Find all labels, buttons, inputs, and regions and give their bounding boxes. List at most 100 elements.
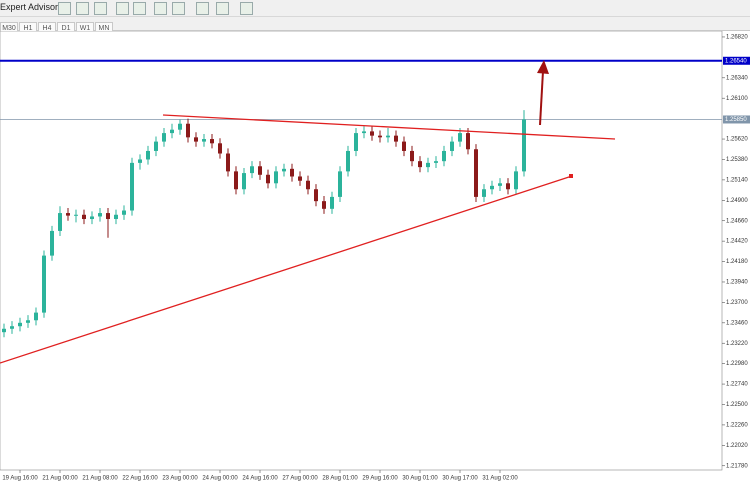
candle-body: [274, 171, 278, 184]
chart: 1.21780 1.22020 1.22260 1.22500 1.22740 1.229…: [0, 31, 750, 482]
candle-body: [138, 159, 142, 163]
template-icon[interactable]: [240, 2, 253, 15]
y-tick-label: 1.22740: [726, 382, 748, 388]
timeframe-bar: M30 H1 H4 D1 W1 MN: [0, 17, 750, 35]
x-tick-label: 31 Aug 02:00: [482, 476, 518, 482]
x-tick-label: 27 Aug 00:00: [282, 476, 318, 482]
y-tick-label: 1.23700: [726, 300, 748, 306]
candle-body: [266, 174, 270, 184]
candle-body: [26, 320, 30, 323]
candle-body: [90, 216, 94, 220]
candle-body: [466, 133, 470, 150]
candle-body: [410, 150, 414, 162]
y-tick-label: 1.23460: [726, 320, 748, 326]
y-tick-label: 1.24180: [726, 259, 748, 265]
tool-icon[interactable]: [94, 2, 107, 15]
candle-body: [250, 166, 254, 174]
candle-body: [394, 135, 398, 142]
y-tick-label: 1.24900: [726, 198, 748, 204]
resistance-trendline: [162, 114, 616, 140]
candle-body: [498, 183, 502, 186]
tool-icon[interactable]: [172, 2, 185, 15]
period-icon[interactable]: [216, 2, 229, 15]
candle-body: [322, 201, 326, 209]
zoom-in-icon[interactable]: [116, 2, 129, 15]
candle-body: [386, 135, 390, 138]
candle-body: [354, 133, 358, 151]
candle-body: [330, 196, 334, 209]
y-tick-label: 1.25380: [726, 157, 748, 163]
candle-body: [202, 139, 206, 142]
y-tick-label: 1.23940: [726, 280, 748, 286]
tool-icon[interactable]: [154, 2, 167, 15]
candle-body: [290, 168, 294, 177]
tool-icon[interactable]: [58, 2, 71, 15]
candle-body: [82, 214, 86, 220]
candle-body: [194, 137, 198, 142]
y-tick-label: 1.22500: [726, 402, 748, 408]
x-tick-label: 30 Aug 17:00: [442, 476, 478, 482]
candle-body: [18, 322, 22, 327]
candle-body: [10, 326, 14, 329]
candle-body: [314, 189, 318, 202]
tool-icon[interactable]: [76, 2, 89, 15]
indicator-icon[interactable]: [196, 2, 209, 15]
candle-body: [162, 133, 166, 142]
candle-body: [450, 141, 454, 151]
y-tick-label: 1.25620: [726, 137, 748, 143]
candle-body: [298, 176, 302, 181]
arrow: [539, 70, 544, 126]
price-label: 1.25850: [725, 117, 747, 123]
x-tick-label: 24 Aug 16:00: [242, 476, 278, 482]
x-tick-label: 28 Aug 01:00: [322, 476, 358, 482]
candle-body: [234, 171, 238, 190]
candle-body: [186, 123, 190, 138]
candle-body: [490, 185, 494, 190]
candle-body: [122, 210, 126, 215]
price-label-box: [723, 115, 750, 124]
candle-body: [50, 230, 54, 256]
candle-body: [178, 123, 182, 130]
x-tick-label: 30 Aug 01:00: [402, 476, 438, 482]
candle-body: [114, 214, 118, 220]
candle-body: [34, 312, 38, 321]
y-tick-label: 1.24420: [726, 239, 748, 245]
price-label: 1.26540: [725, 58, 747, 64]
x-tick-label: 22 Aug 16:00: [122, 476, 158, 482]
candle-body: [506, 183, 510, 190]
candle-body: [418, 161, 422, 168]
zoom-out-icon[interactable]: [133, 2, 146, 15]
y-tick-label: 1.22980: [726, 361, 748, 367]
candle-body: [378, 135, 382, 138]
expert-advisors-button[interactable]: Expert Advisors: [0, 2, 63, 12]
candle-body: [434, 161, 438, 163]
support-trendline: [0, 175, 573, 364]
candle-body: [226, 153, 230, 172]
y-tick-label: 1.26340: [726, 75, 748, 81]
y-tick-label: 1.21780: [726, 463, 748, 469]
x-tick-label: 29 Aug 16:00: [362, 476, 398, 482]
candle-body: [442, 150, 446, 162]
y-tick-label: 1.23220: [726, 341, 748, 347]
trendline-handle: [569, 174, 573, 178]
plot-area: [0, 31, 723, 471]
x-tick-label: 21 Aug 00:00: [42, 476, 78, 482]
candle-body: [242, 173, 246, 190]
candle-body: [146, 150, 150, 160]
candle-body: [474, 149, 478, 197]
y-tick-label: 1.22260: [726, 422, 748, 428]
candle-body: [218, 143, 222, 154]
y-tick-label: 1.26100: [726, 96, 748, 102]
candle-body: [106, 213, 110, 220]
candle-body: [74, 214, 78, 216]
candle-body: [154, 141, 158, 151]
candle-body: [130, 162, 134, 211]
candle-body: [282, 168, 286, 172]
candle-body: [338, 171, 342, 197]
x-tick-label: 21 Aug 08:00: [82, 476, 118, 482]
x-tick-label: 24 Aug 00:00: [202, 476, 238, 482]
candle-body: [170, 129, 174, 134]
y-tick-label: 1.26820: [726, 35, 748, 41]
toolbar: Expert Advisors: [0, 0, 750, 17]
